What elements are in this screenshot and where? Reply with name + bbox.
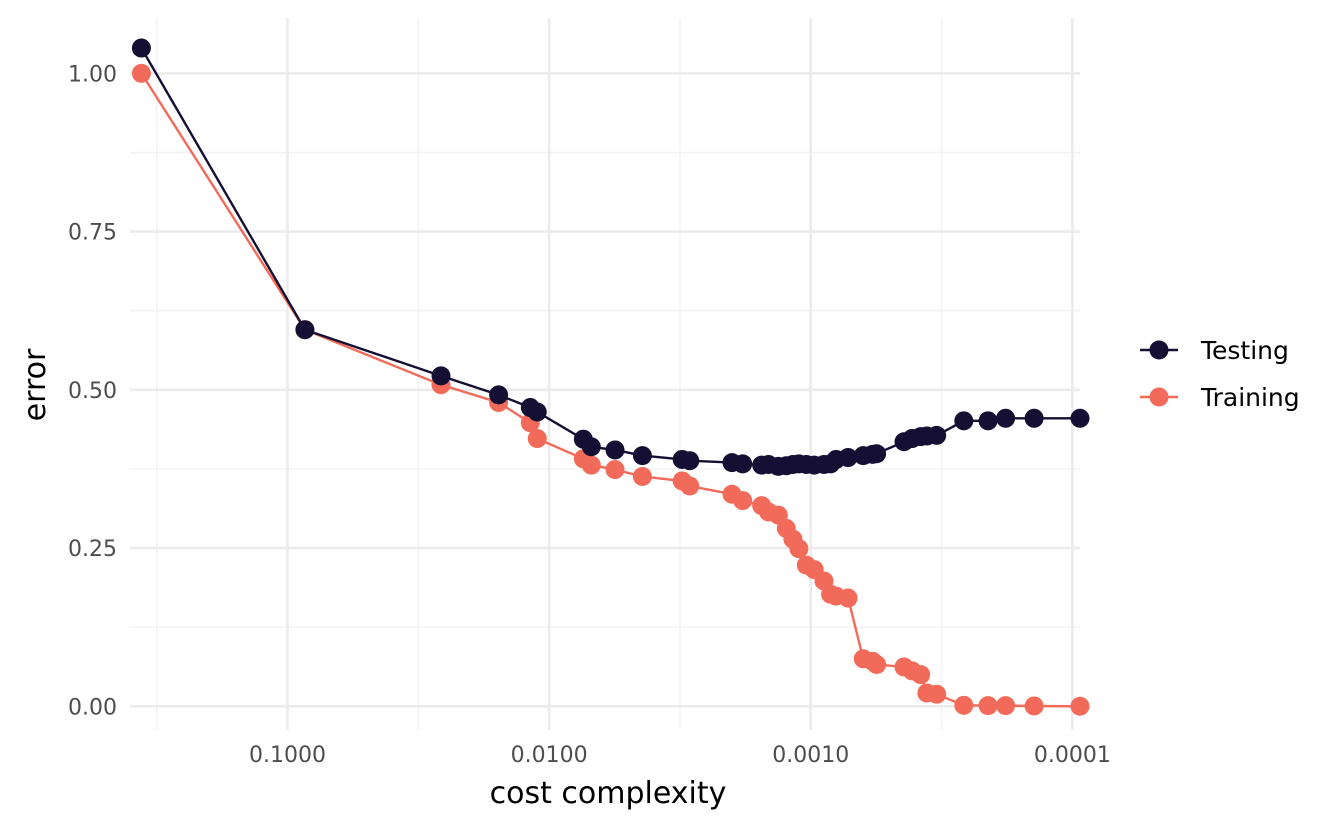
minor-gridlines (130, 18, 1080, 730)
data-point-training (605, 460, 625, 480)
data-point-testing (632, 446, 652, 466)
data-point-testing (431, 366, 451, 386)
data-point-testing (954, 411, 974, 431)
data-point-testing (838, 448, 858, 468)
data-point-training (527, 429, 547, 449)
data-point-training (911, 665, 931, 685)
data-point-testing (295, 320, 315, 340)
legend-item-training: Training (1140, 383, 1300, 412)
data-point-training (978, 696, 998, 716)
data-point-testing (581, 437, 601, 457)
major-gridlines (130, 18, 1080, 730)
data-point-testing (1070, 408, 1090, 428)
data-point-training (1070, 696, 1090, 716)
y-tick-label: 0.50 (68, 379, 117, 404)
x-tick-label: 0.0001 (1034, 743, 1111, 768)
data-point-training (632, 467, 652, 487)
series-testing (131, 38, 1090, 476)
y-tick-label: 0.00 (68, 695, 117, 720)
legend: Testing Training (1140, 336, 1300, 412)
data-point-testing (1024, 408, 1044, 428)
x-tick-label: 0.1000 (249, 743, 326, 768)
data-point-testing (489, 385, 509, 405)
x-tick-label: 0.0100 (511, 743, 588, 768)
series-training (131, 63, 1090, 716)
data-point-training (581, 455, 601, 475)
x-tick-label: 0.0010 (772, 743, 849, 768)
data-point-training (733, 491, 753, 511)
legend-label: Testing (1200, 336, 1289, 365)
legend-key-point (1149, 387, 1169, 407)
data-point-training (996, 696, 1016, 716)
x-axis-title: cost complexity (490, 776, 727, 811)
data-point-testing (996, 408, 1016, 428)
data-point-testing (527, 402, 547, 422)
data-point-testing (978, 411, 998, 431)
data-series (131, 38, 1090, 716)
y-axis-tick-labels: 0.00 0.25 0.50 0.75 1.00 (68, 62, 117, 720)
data-point-training (789, 539, 809, 559)
y-tick-label: 0.25 (68, 537, 117, 562)
data-point-testing (867, 444, 887, 464)
data-point-training (131, 63, 151, 83)
data-point-testing (733, 454, 753, 474)
y-tick-label: 0.75 (68, 221, 117, 246)
data-point-training (927, 684, 947, 704)
data-point-training (680, 476, 700, 496)
legend-label: Training (1200, 383, 1300, 412)
data-point-training (954, 695, 974, 715)
x-axis-tick-labels: 0.1000 0.0100 0.0010 0.0001 (249, 743, 1111, 768)
data-point-training (1024, 696, 1044, 716)
y-tick-label: 1.00 (68, 62, 117, 87)
data-point-testing (131, 38, 151, 58)
legend-key-point (1149, 340, 1169, 360)
series-line-testing (140, 47, 1080, 468)
data-point-testing (680, 451, 700, 471)
data-point-training (838, 588, 858, 608)
y-axis-title: error (18, 348, 53, 421)
legend-item-testing: Testing (1140, 336, 1289, 365)
data-point-training (867, 654, 887, 674)
data-point-testing (605, 440, 625, 460)
data-point-testing (927, 425, 947, 445)
